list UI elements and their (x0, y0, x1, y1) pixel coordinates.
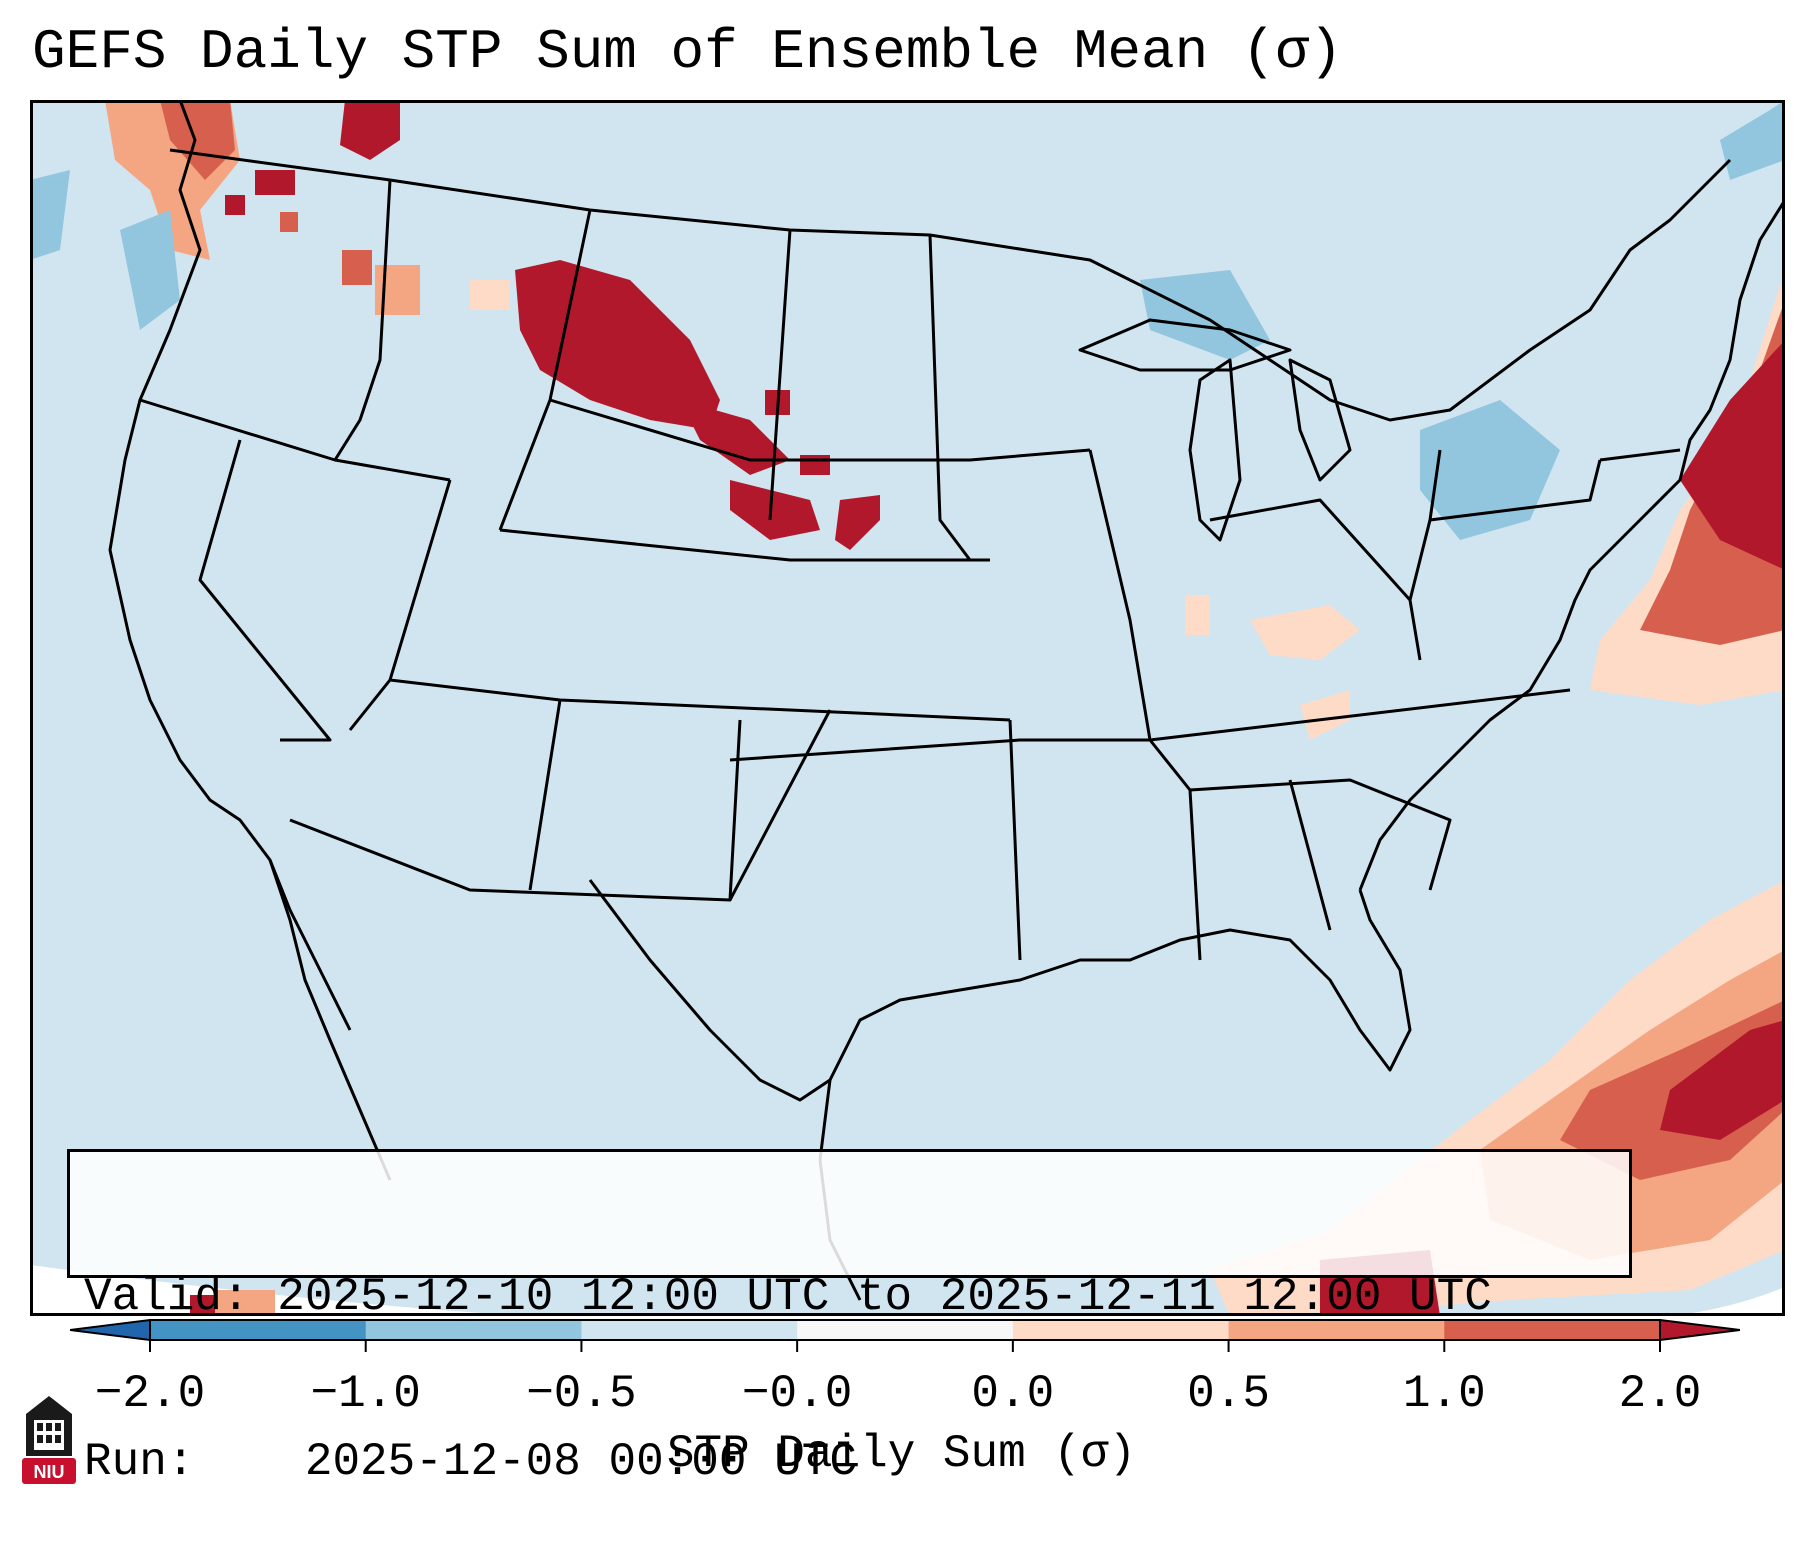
anomaly-cell (1185, 595, 1210, 635)
anomaly-cell (515, 260, 720, 430)
east-coast (1358, 199, 1785, 891)
state-line (499, 528, 990, 562)
boundaries (108, 100, 1785, 1301)
lake-michigan (1188, 358, 1242, 542)
lake-superior (1078, 318, 1292, 372)
niu-logo-text: NIU (34, 1462, 65, 1482)
anomaly-cell (1250, 605, 1360, 660)
state-line (1599, 448, 1681, 462)
state-line (139, 398, 451, 482)
colorbar-over-arrow (1659, 1318, 1740, 1342)
colorbar-tick-label: −0.0 (741, 1368, 853, 1420)
valid-time-range: 2025-12-10 12:00 UTC to 2025-12-11 12:00… (277, 1271, 1492, 1323)
colorbar-bin (150, 1320, 367, 1340)
run-time: 2025-12-08 00:00 UTC (304, 1436, 857, 1488)
state-line (528, 699, 562, 891)
gulf-coast (588, 879, 1412, 1102)
state-line (1008, 719, 1022, 961)
validity-info-box: Valid: 2025-12-10 12:00 UTC to 2025-12-1… (67, 1149, 1632, 1488)
anomaly-cell (1660, 1020, 1785, 1140)
state-line (928, 234, 972, 561)
colorbar-bin (1444, 1320, 1661, 1340)
colorbar-label: STP Daily Sum (σ) (666, 1428, 1137, 1480)
colorbar-tick-label: −2.0 (94, 1368, 206, 1420)
state-line (1209, 498, 1422, 661)
state-line (1428, 449, 1442, 521)
state-line (348, 479, 452, 731)
state-line (1148, 739, 1452, 891)
anomaly-cell (730, 480, 820, 540)
outside-domain-area-right (1670, 1287, 1785, 1316)
state-line (1408, 459, 1602, 601)
lake-huron (1288, 358, 1352, 482)
valid-line: Valid: 2025-12-10 12:00 UTC to 2025-12-1… (84, 1270, 1629, 1325)
niu-logo: NIU (22, 1396, 76, 1484)
state-line (389, 678, 1011, 722)
colorbar-bin (1012, 1320, 1230, 1340)
baja-coast (268, 859, 392, 1181)
colorbar-tick-label: −0.5 (526, 1368, 637, 1420)
state-line (333, 179, 392, 461)
anomaly-cell (470, 280, 510, 310)
anomaly-cell (160, 100, 235, 180)
anomaly-cell (215, 1290, 275, 1316)
valid-label: Valid: (84, 1271, 250, 1323)
colorbar-tick-label: 0.5 (1187, 1368, 1270, 1420)
anomaly-cell (225, 195, 245, 215)
state-line (198, 439, 332, 742)
anomaly-cell (340, 100, 400, 160)
colorbar-outline (149, 1319, 1661, 1341)
colorbar-tick-label: 0.0 (971, 1368, 1055, 1420)
anomaly-cell (1720, 100, 1785, 180)
state-line (1288, 779, 1332, 931)
colorbar-under-arrow (70, 1318, 151, 1342)
anomaly-cell (1680, 340, 1785, 570)
outside-domain-area (30, 1265, 530, 1316)
anomaly-cell (835, 495, 880, 550)
anomaly-cell (280, 212, 298, 232)
anomaly-cell (1300, 690, 1350, 740)
colorbar-bin (1228, 1320, 1445, 1340)
great-lakes-border (1129, 158, 1732, 422)
state-line (768, 229, 792, 521)
anomaly-cell (342, 250, 372, 285)
anomaly-cell (680, 400, 790, 475)
anomaly-cell (30, 170, 70, 260)
state-line (1188, 789, 1202, 961)
colorbar-tick-label: −1.0 (310, 1368, 421, 1420)
colorbar-bin (365, 1320, 582, 1340)
state-line (1088, 449, 1152, 741)
colorbar-tick-label: 1.0 (1402, 1368, 1486, 1420)
run-line: Run: 2025-12-08 00:00 UTC (84, 1435, 1629, 1490)
stp-map (30, 100, 1785, 1316)
anomaly-cell (120, 210, 180, 330)
map-title: GEFS Daily STP Sum of Ensemble Mean (σ) (32, 20, 1343, 84)
anomaly-cell (1420, 400, 1560, 540)
state-line (549, 398, 1091, 462)
west-coast (108, 100, 352, 1031)
state-line (729, 688, 1571, 762)
anomaly-cell (800, 455, 830, 475)
run-label: Run: (84, 1436, 195, 1488)
colorbar-bin (581, 1320, 798, 1340)
anomaly-cell (255, 170, 295, 195)
state-line (289, 818, 731, 902)
colorbar-bin (797, 1320, 1014, 1340)
anomaly-cell (190, 1295, 215, 1316)
map-frame (30, 100, 1785, 1316)
colorbar (70, 1318, 1740, 1352)
colorbar-tick-label: 2.0 (1618, 1368, 1702, 1420)
